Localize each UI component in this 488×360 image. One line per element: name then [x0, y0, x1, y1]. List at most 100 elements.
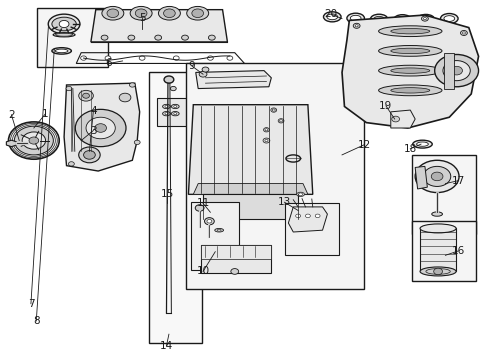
- Circle shape: [173, 56, 179, 60]
- Circle shape: [163, 9, 175, 18]
- Circle shape: [315, 214, 320, 218]
- Circle shape: [75, 109, 126, 147]
- Bar: [411, 155, 475, 234]
- Circle shape: [450, 66, 462, 75]
- Bar: [185, 63, 363, 289]
- Ellipse shape: [102, 6, 123, 20]
- Ellipse shape: [158, 6, 180, 20]
- Text: 10: 10: [196, 266, 209, 276]
- Ellipse shape: [162, 112, 170, 116]
- Ellipse shape: [346, 13, 364, 23]
- Text: 6: 6: [105, 58, 112, 68]
- Polygon shape: [6, 140, 17, 147]
- Polygon shape: [195, 71, 271, 89]
- Circle shape: [8, 122, 59, 159]
- Bar: [190, 202, 238, 270]
- Circle shape: [195, 205, 203, 211]
- Circle shape: [14, 126, 53, 155]
- Circle shape: [86, 117, 115, 139]
- Ellipse shape: [349, 15, 360, 21]
- Ellipse shape: [130, 6, 152, 20]
- Polygon shape: [390, 110, 414, 128]
- Circle shape: [270, 108, 276, 112]
- Polygon shape: [193, 184, 307, 194]
- Text: 20: 20: [324, 9, 337, 19]
- Circle shape: [135, 9, 147, 18]
- Circle shape: [191, 9, 203, 18]
- Circle shape: [101, 35, 108, 40]
- Circle shape: [462, 32, 465, 34]
- Circle shape: [442, 60, 469, 81]
- Circle shape: [391, 116, 399, 122]
- Circle shape: [68, 162, 74, 166]
- Polygon shape: [288, 207, 327, 232]
- Ellipse shape: [52, 48, 71, 54]
- Circle shape: [421, 16, 427, 21]
- Ellipse shape: [390, 68, 429, 73]
- Circle shape: [202, 67, 208, 72]
- Text: 3: 3: [90, 126, 97, 135]
- Circle shape: [66, 86, 72, 91]
- Circle shape: [423, 166, 450, 186]
- Text: 7: 7: [27, 299, 34, 309]
- Circle shape: [354, 25, 357, 27]
- Text: 11: 11: [196, 198, 209, 208]
- Ellipse shape: [378, 85, 441, 96]
- Ellipse shape: [214, 228, 223, 232]
- Circle shape: [163, 76, 173, 83]
- Polygon shape: [91, 10, 227, 42]
- Circle shape: [272, 109, 275, 111]
- Text: 14: 14: [160, 341, 173, 351]
- Bar: [285, 203, 338, 255]
- Ellipse shape: [378, 26, 441, 37]
- Circle shape: [298, 193, 302, 196]
- Text: 2: 2: [8, 110, 15, 120]
- Circle shape: [129, 83, 135, 87]
- Circle shape: [83, 150, 95, 159]
- Circle shape: [119, 93, 131, 102]
- Polygon shape: [341, 15, 478, 128]
- Ellipse shape: [53, 33, 75, 37]
- Circle shape: [433, 268, 442, 275]
- Circle shape: [29, 137, 39, 144]
- Ellipse shape: [378, 45, 441, 56]
- Circle shape: [81, 56, 86, 60]
- Circle shape: [414, 160, 458, 193]
- Circle shape: [352, 23, 359, 28]
- Ellipse shape: [420, 17, 430, 22]
- Polygon shape: [414, 166, 427, 189]
- Circle shape: [22, 132, 45, 149]
- Bar: [444, 53, 453, 89]
- Ellipse shape: [443, 16, 454, 21]
- Circle shape: [264, 129, 267, 131]
- Ellipse shape: [393, 15, 410, 25]
- Bar: [149, 72, 202, 343]
- Polygon shape: [188, 105, 312, 194]
- Ellipse shape: [171, 104, 179, 109]
- Circle shape: [230, 269, 238, 274]
- Circle shape: [164, 105, 167, 108]
- Circle shape: [79, 90, 93, 101]
- Text: 17: 17: [450, 176, 464, 186]
- Text: 18: 18: [403, 144, 416, 154]
- Circle shape: [264, 139, 267, 141]
- Bar: [419, 228, 455, 271]
- Circle shape: [139, 56, 145, 60]
- Bar: [157, 98, 189, 126]
- Circle shape: [164, 113, 167, 115]
- Circle shape: [430, 172, 442, 181]
- Circle shape: [173, 113, 176, 115]
- Ellipse shape: [431, 212, 442, 216]
- Text: 5: 5: [139, 13, 145, 23]
- Circle shape: [107, 9, 119, 18]
- Circle shape: [279, 120, 282, 122]
- Polygon shape: [200, 244, 271, 259]
- Text: 12: 12: [357, 140, 370, 150]
- Circle shape: [79, 147, 100, 163]
- Circle shape: [181, 35, 188, 40]
- Ellipse shape: [296, 192, 304, 197]
- Ellipse shape: [390, 87, 429, 93]
- Text: 1: 1: [42, 109, 49, 119]
- Bar: [37, 8, 108, 67]
- Ellipse shape: [416, 142, 427, 146]
